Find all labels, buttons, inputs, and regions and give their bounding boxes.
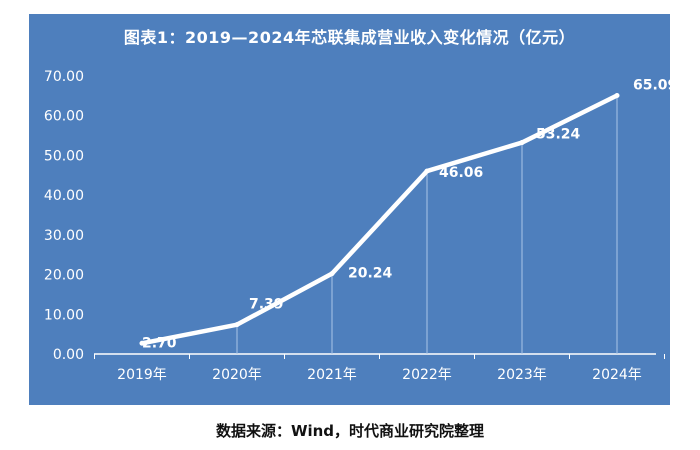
x-tick-label: 2023年 bbox=[497, 367, 547, 383]
y-tick-label: 0.00 bbox=[53, 347, 84, 363]
x-tick-label: 2020年 bbox=[212, 367, 262, 383]
data-point bbox=[234, 322, 240, 328]
line-chart: 0.00 10.00 20.00 30.00 40.00 50.00 60.00 70.00 2… bbox=[43, 69, 677, 383]
source-note: 数据来源：Wind，时代商业研究院整理 bbox=[215, 422, 485, 440]
data-label: 20.24 bbox=[348, 266, 393, 282]
y-tick-label: 60.00 bbox=[44, 109, 84, 125]
y-tick-label: 50.00 bbox=[44, 148, 84, 164]
chart-panel: 图表1：2019—2024年芯联集成营业收入变化情况（亿元） bbox=[29, 14, 670, 405]
data-label: 2.70 bbox=[142, 335, 177, 351]
data-point bbox=[139, 340, 145, 346]
data-label: 46.06 bbox=[439, 165, 483, 181]
data-label: 7.39 bbox=[249, 297, 284, 313]
series-line bbox=[139, 93, 620, 346]
x-tick-label: 2022年 bbox=[402, 367, 452, 383]
data-label: 53.24 bbox=[536, 127, 581, 143]
x-tick-label: 2019年 bbox=[117, 367, 167, 383]
data-point bbox=[424, 168, 430, 174]
y-tick-label: 30.00 bbox=[44, 228, 84, 244]
data-point bbox=[614, 92, 620, 98]
data-label: 65.09 bbox=[633, 77, 677, 93]
y-tick-label: 40.00 bbox=[44, 188, 84, 204]
x-tick-label: 2021年 bbox=[307, 367, 357, 383]
x-tick-label: 2024年 bbox=[592, 367, 642, 383]
y-tick-label: 10.00 bbox=[44, 307, 84, 323]
y-tick-label: 20.00 bbox=[44, 268, 84, 284]
data-point bbox=[519, 140, 525, 146]
y-tick-label: 70.00 bbox=[44, 69, 84, 85]
data-point bbox=[329, 271, 335, 277]
chart-title: 图表1：2019—2024年芯联集成营业收入变化情况（亿元） bbox=[123, 28, 576, 47]
